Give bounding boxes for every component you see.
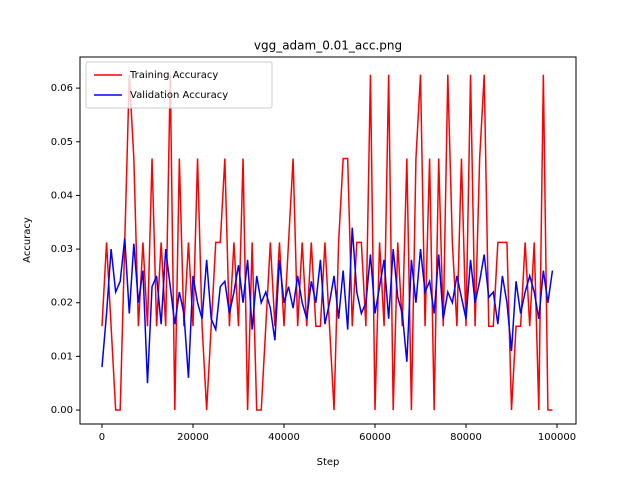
x-axis-label: Step — [317, 457, 340, 468]
y-tick-label: 0.03 — [51, 244, 73, 255]
x-tick-label: 40000 — [268, 432, 300, 443]
plot-frame — [79, 56, 577, 425]
chart-title: vgg_adam_0.01_acc.png — [254, 39, 402, 53]
legend-label: Training Accuracy — [129, 70, 218, 81]
x-tick-label: 100000 — [538, 432, 576, 443]
x-tick-label: 0 — [99, 432, 105, 443]
legend-box — [85, 61, 273, 109]
y-tick-label: 0.00 — [51, 405, 73, 416]
legend-label: Validation Accuracy — [130, 90, 228, 101]
x-tick-label: 60000 — [359, 432, 391, 443]
y-tick-label: 0.02 — [51, 298, 73, 309]
line-series — [101, 74, 553, 411]
y-tick-label: 0.01 — [51, 351, 73, 362]
x-tick-label: 80000 — [450, 432, 482, 443]
line-series — [101, 227, 554, 384]
x-tick-label: 20000 — [177, 432, 209, 443]
y-tick-label: 0.06 — [51, 83, 73, 94]
y-axis-label: Accuracy — [22, 217, 33, 263]
y-tick-label: 0.05 — [51, 137, 73, 148]
y-tick-label: 0.04 — [51, 190, 73, 201]
